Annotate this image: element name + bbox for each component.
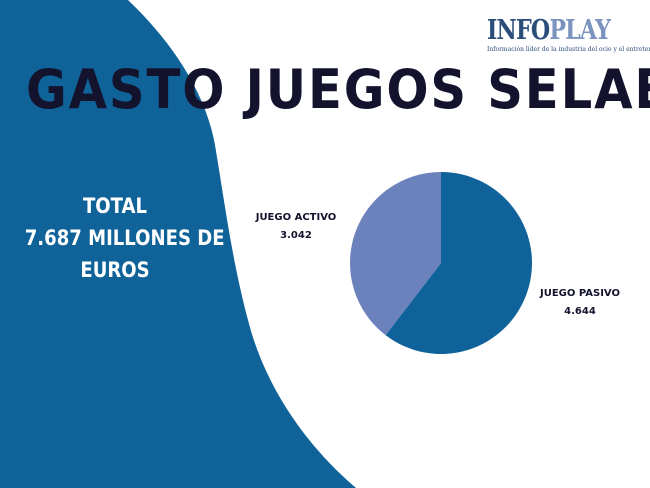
- logo-word-play: PLAY: [549, 15, 611, 46]
- label-juego-activo-name: JUEGO ACTIVO: [255, 212, 337, 223]
- label-juego-pasivo-name: JUEGO PASIVO: [539, 288, 620, 299]
- total-unit: EUROS: [80, 258, 150, 282]
- pie-slice-juego-activo: [350, 172, 441, 336]
- logo-word-info: INFO: [487, 15, 550, 46]
- total-label: TOTAL: [82, 194, 148, 218]
- total-summary: TOTAL 7.687 MILLONES DE EUROS: [10, 190, 225, 286]
- page-title: GASTO JUEGOS SELAE: [26, 58, 650, 121]
- total-amount: 7.687 MILLONES DE: [24, 226, 225, 250]
- infoplay-logo: INFOPLAY Información líder de la industr…: [487, 15, 650, 54]
- label-juego-activo-value: 3.042: [280, 230, 312, 241]
- logo-wordmark: INFOPLAY: [487, 15, 611, 46]
- label-juego-pasivo-value: 4.644: [564, 306, 596, 317]
- logo-tagline: Información líder de la industria del oc…: [487, 46, 650, 53]
- pie-slice-juego-pasivo: [385, 172, 533, 354]
